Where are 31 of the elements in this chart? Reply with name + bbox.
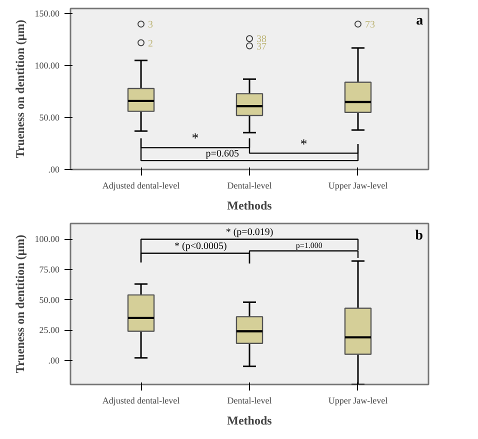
annotation: 3 bbox=[148, 20, 154, 31]
x-axis-title: Methods bbox=[227, 414, 272, 428]
annotation: b bbox=[415, 228, 424, 244]
y-tick-label: 50.00 bbox=[39, 112, 60, 123]
x-tick-label: Dental-level bbox=[227, 180, 272, 190]
y-tick-label: 25.00 bbox=[39, 325, 60, 336]
y-tick-label: 100.00 bbox=[34, 60, 60, 71]
x-tick-label: Upper Jaw-level bbox=[328, 180, 388, 190]
annotation: * bbox=[192, 132, 199, 147]
annotation: p=1.000 bbox=[296, 240, 322, 250]
y-tick-label: 50.00 bbox=[39, 294, 60, 305]
x-tick-label: Dental-level bbox=[227, 396, 272, 406]
annotation: * (p=0.019) bbox=[226, 227, 274, 238]
y-tick-label: 150.00 bbox=[34, 8, 60, 19]
annotation: a bbox=[416, 13, 424, 28]
y-axis-title: Trueness on dentition (µm) bbox=[12, 234, 27, 374]
y-tick-label: 75.00 bbox=[39, 264, 60, 274]
y-tick-label: 100.00 bbox=[34, 234, 60, 244]
x-tick-label: Adjusted dental-level bbox=[102, 180, 180, 190]
annotation: 2 bbox=[148, 38, 154, 50]
annotation: 73 bbox=[364, 20, 375, 31]
annotation: * (p<0.0005) bbox=[174, 240, 227, 252]
annotation: 37 bbox=[256, 41, 266, 52]
x-axis-title: Methods bbox=[227, 198, 272, 212]
x-tick-label: Upper Jaw-level bbox=[328, 396, 388, 406]
annotation: p=0.605 bbox=[206, 148, 239, 160]
y-tick-label: .00 bbox=[48, 164, 60, 174]
y-axis-title: Trueness on dentition (µm) bbox=[12, 20, 27, 158]
annotation: * bbox=[300, 137, 308, 152]
x-tick-label: Adjusted dental-level bbox=[102, 396, 180, 406]
y-tick-label: .00 bbox=[48, 355, 60, 366]
